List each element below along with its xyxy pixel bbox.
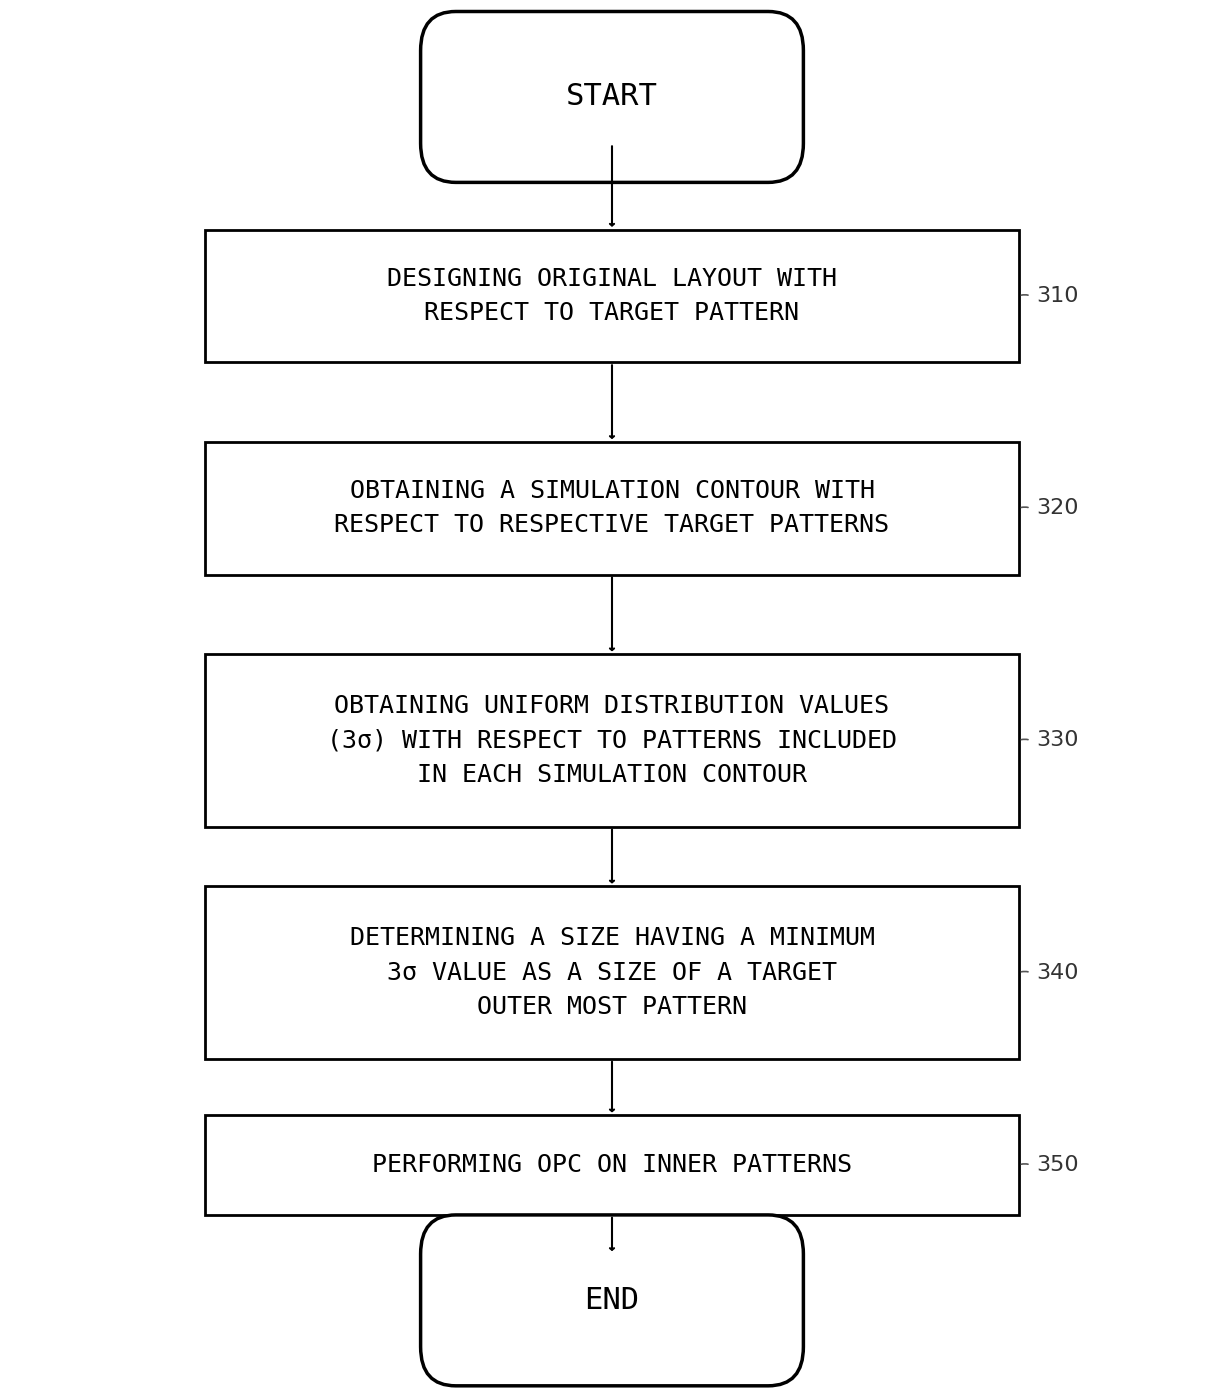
Text: 340: 340 xyxy=(1037,963,1080,982)
Text: END: END xyxy=(584,1286,640,1315)
Text: 310: 310 xyxy=(1037,286,1080,306)
Text: DESIGNING ORIGINAL LAYOUT WITH
RESPECT TO TARGET PATTERN: DESIGNING ORIGINAL LAYOUT WITH RESPECT T… xyxy=(387,266,837,325)
Text: PERFORMING OPC ON INNER PATTERNS: PERFORMING OPC ON INNER PATTERNS xyxy=(372,1153,852,1177)
Text: DETERMINING A SIZE HAVING A MINIMUM
3σ VALUE AS A SIZE OF A TARGET
OUTER MOST PA: DETERMINING A SIZE HAVING A MINIMUM 3σ V… xyxy=(350,926,874,1020)
Text: START: START xyxy=(565,82,659,111)
FancyBboxPatch shape xyxy=(421,1215,803,1386)
Text: 320: 320 xyxy=(1037,499,1080,518)
Bar xyxy=(206,655,1018,826)
Bar xyxy=(206,442,1018,574)
Text: OBTAINING UNIFORM DISTRIBUTION VALUES
(3σ) WITH RESPECT TO PATTERNS INCLUDED
IN : OBTAINING UNIFORM DISTRIBUTION VALUES (3… xyxy=(327,694,897,787)
FancyBboxPatch shape xyxy=(421,11,803,182)
Bar xyxy=(206,1116,1018,1215)
Text: OBTAINING A SIMULATION CONTOUR WITH
RESPECT TO RESPECTIVE TARGET PATTERNS: OBTAINING A SIMULATION CONTOUR WITH RESP… xyxy=(334,479,890,538)
Text: 330: 330 xyxy=(1037,730,1080,751)
Text: 350: 350 xyxy=(1037,1155,1080,1176)
Bar xyxy=(206,886,1018,1059)
Bar xyxy=(206,230,1018,362)
